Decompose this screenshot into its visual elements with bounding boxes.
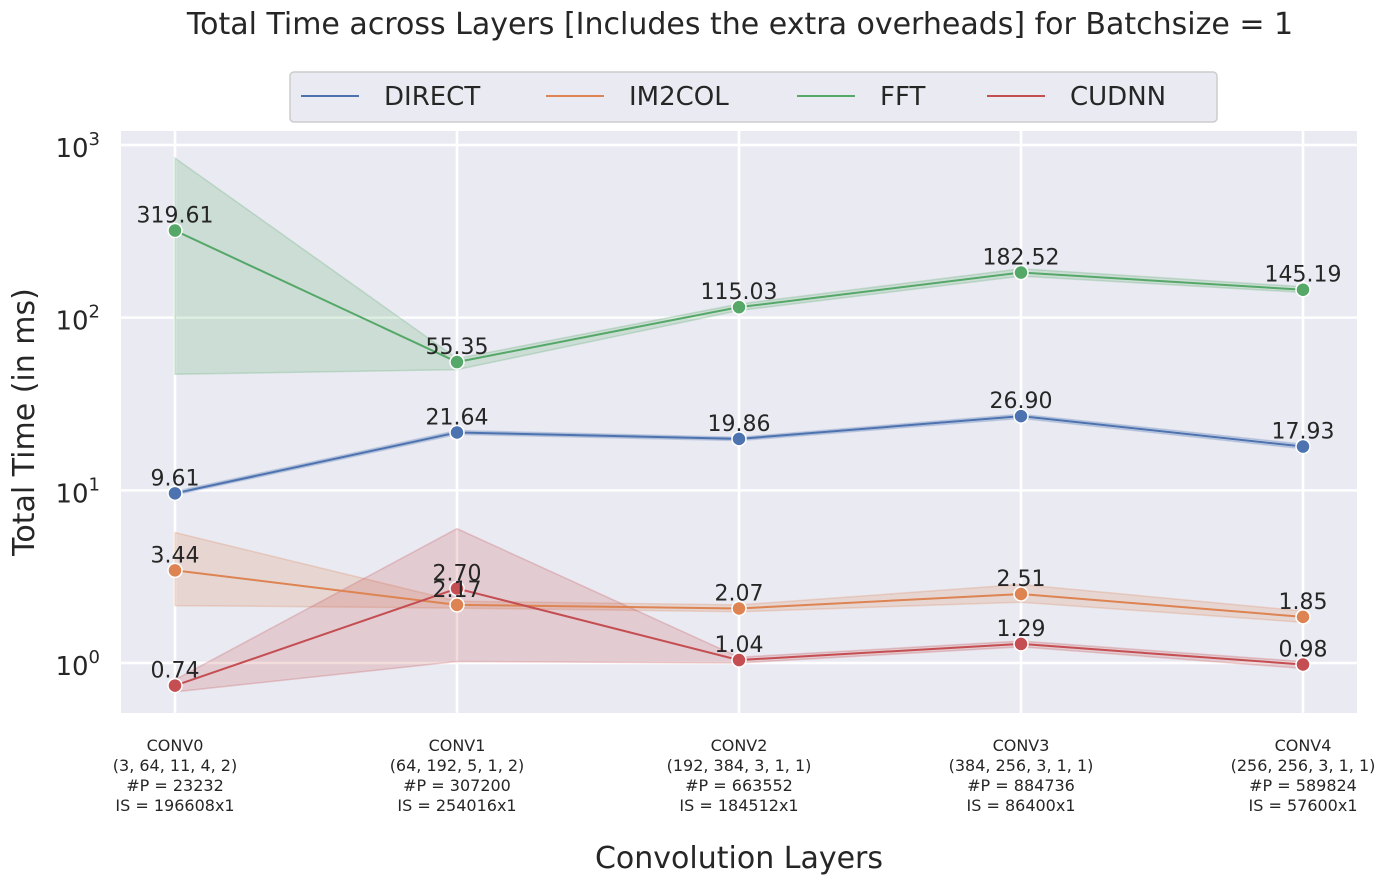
data-label-im2col: 1.85 [1279,590,1328,615]
data-label-fft: 319.61 [137,204,214,229]
point-im2col [1013,586,1029,602]
x-tick-label: IS = 254016x1 [397,796,516,815]
point-cudnn [1295,656,1311,673]
x-tick-label: #P = 589824 [1249,776,1357,795]
data-label-im2col: 2.17 [433,578,482,603]
point-fft [731,299,747,315]
x-tick-label: #P = 23232 [126,776,224,795]
data-label-im2col: 2.07 [715,581,764,606]
y-tick-label: 100 [55,647,100,682]
point-fft [449,354,465,370]
data-label-direct: 19.86 [708,412,771,437]
x-tick-label: (192, 384, 3, 1, 1) [667,756,812,775]
x-tick-label: CONV3 [993,736,1050,755]
point-im2col [167,562,183,579]
point-cudnn [731,652,747,668]
point-direct [167,485,183,502]
y-tick-label: 102 [55,302,100,337]
data-label-im2col: 2.51 [997,567,1046,592]
x-tick-label: (64, 192, 5, 1, 2) [390,756,525,775]
data-label-im2col: 3.44 [151,543,200,568]
x-tick-label: (384, 256, 3, 1, 1) [949,756,1094,775]
x-tick-label: #P = 307200 [403,776,511,795]
point-im2col [1295,609,1311,625]
point-cudnn [1013,636,1029,652]
x-tick-label: IS = 184512x1 [679,796,798,815]
point-direct [449,424,465,441]
data-labels: 9.61 21.64 19.86 26.90 17.93 3.44 2.17 2.07 2.51… [137,204,1342,684]
legend-box [289,71,1218,123]
y-axis-ticks: 100 101 102 103 [55,129,100,682]
legend-label-im2col: IM2COL [629,82,729,112]
x-tick-label: #P = 884736 [967,776,1075,795]
point-direct [731,431,747,447]
point-cudnn [449,580,465,597]
point-fft [1295,281,1311,298]
y-tick-label: 103 [55,129,100,164]
x-axis-label: Convolution Layers [595,841,883,876]
point-cudnn [167,677,183,694]
legend-label-cudnn: CUDNN [1070,82,1166,112]
data-label-fft: 182.52 [983,246,1060,271]
x-tick-label: (3, 64, 11, 4, 2) [113,756,237,775]
y-axis-label: Total Time (in ms) [7,288,42,557]
point-fft [1013,264,1029,281]
x-tick-label: CONV4 [1275,736,1332,755]
data-label-cudnn: 0.98 [1279,638,1328,663]
data-points [167,222,1311,694]
data-label-fft: 115.03 [701,280,778,305]
x-tick-label: IS = 86400x1 [967,796,1076,815]
data-label-cudnn: 0.74 [151,659,200,684]
point-direct [1013,408,1029,424]
x-tick-label: CONV1 [429,736,486,755]
point-im2col [449,597,465,613]
x-tick-label: #P = 663552 [685,776,793,795]
data-label-direct: 9.61 [151,466,200,491]
legend: DIRECT IM2COL FFT CUDNN [289,71,1218,123]
x-tick-label: (256, 256, 3, 1, 1) [1231,756,1376,775]
x-tick-label: CONV2 [711,736,768,755]
legend-label-direct: DIRECT [384,82,480,112]
y-tick-label: 101 [55,474,100,509]
chart-title: Total Time across Layers [Includes the e… [186,7,1293,42]
data-label-direct: 26.90 [990,389,1053,414]
data-label-cudnn: 1.04 [715,633,764,658]
data-label-direct: 21.64 [426,405,489,430]
point-direct [1295,438,1311,455]
x-tick-label: IS = 57600x1 [1249,796,1358,815]
data-label-cudnn: 2.70 [433,562,482,587]
point-fft [167,222,183,239]
legend-label-fft: FFT [880,82,925,112]
data-label-fft: 55.35 [426,335,489,360]
data-label-fft: 145.19 [1265,263,1342,288]
x-tick-label: IS = 196608x1 [115,796,234,815]
point-im2col [731,600,747,617]
data-label-direct: 17.93 [1272,420,1335,445]
data-label-cudnn: 1.29 [997,617,1046,642]
x-tick-label: CONV0 [147,736,204,755]
